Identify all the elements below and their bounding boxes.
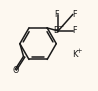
Text: F: F — [73, 26, 77, 35]
Text: O: O — [12, 66, 19, 75]
Text: F: F — [72, 10, 77, 19]
Text: +: + — [76, 48, 81, 54]
Text: K: K — [72, 50, 77, 59]
Text: −: − — [57, 24, 63, 30]
Text: B: B — [54, 26, 59, 35]
Text: F: F — [54, 10, 59, 19]
